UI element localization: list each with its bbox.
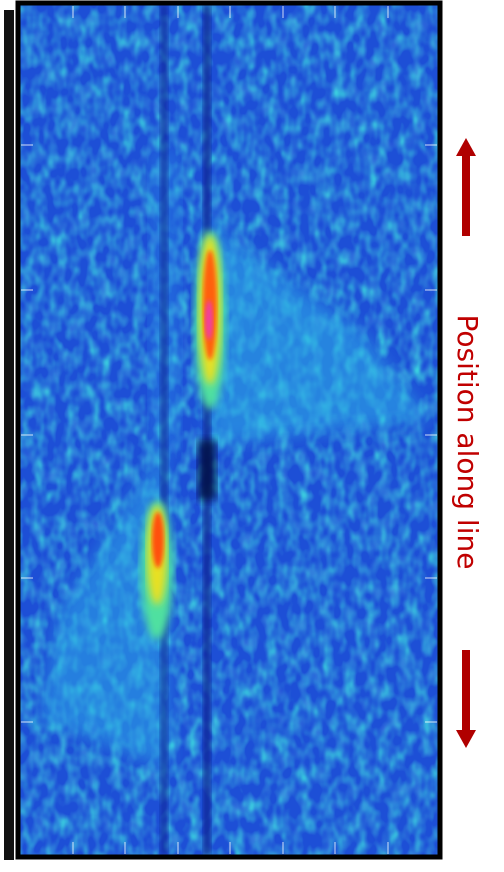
axis-label: Position along line <box>451 315 484 570</box>
page: Position along line <box>0 0 504 872</box>
left-border <box>4 10 14 860</box>
heatmap <box>20 5 438 855</box>
